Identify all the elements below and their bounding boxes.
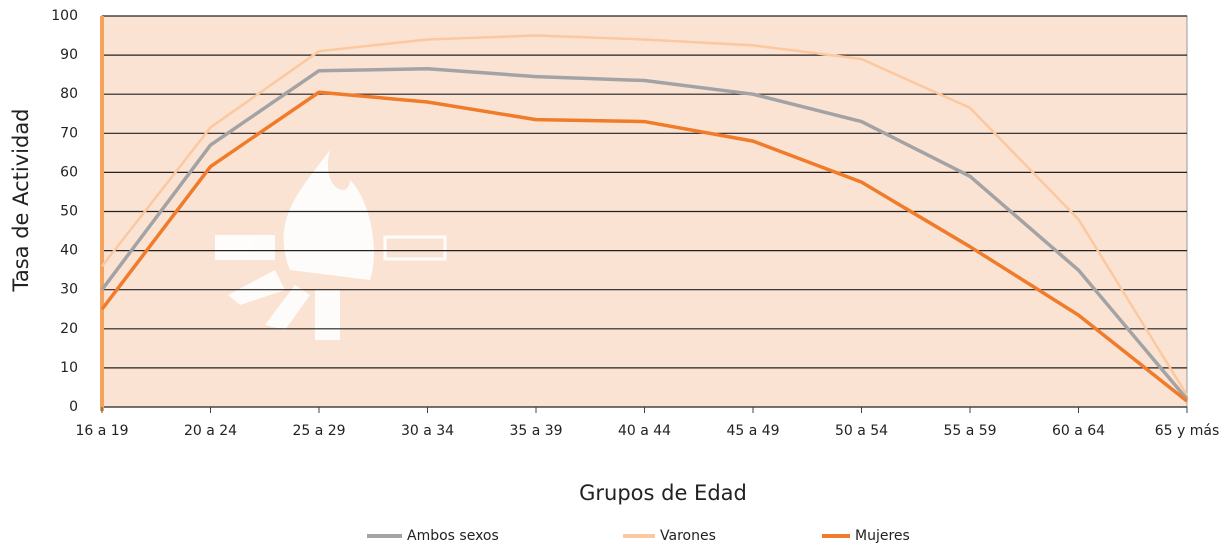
x-axis-title: Grupos de Edad xyxy=(579,481,747,505)
y-tick-label: 80 xyxy=(60,86,78,102)
x-tick-label: 35 a 39 xyxy=(509,423,562,439)
y-tick-label: 20 xyxy=(60,321,78,337)
y-axis-title: Tasa de Actividad xyxy=(9,108,33,292)
x-tick-label: 40 a 44 xyxy=(618,423,671,439)
y-tick-label: 70 xyxy=(60,125,78,141)
x-tick-label: 45 a 49 xyxy=(726,423,779,439)
y-tick-label: 60 xyxy=(60,164,78,180)
watermark xyxy=(215,150,447,340)
y-tick-label: 0 xyxy=(69,399,78,415)
series-line xyxy=(100,67,1189,401)
x-tick-label: 25 a 29 xyxy=(292,423,345,439)
y-tick-label: 30 xyxy=(60,282,78,298)
x-tick-label: 16 a 19 xyxy=(75,423,128,439)
x-tick-label: 50 a 54 xyxy=(835,423,888,439)
y-tick-label: 90 xyxy=(60,47,78,63)
series-line xyxy=(100,90,1189,403)
legend-label: Varones xyxy=(660,528,716,544)
y-tick-label: 100 xyxy=(51,8,78,24)
y-tick-label: 10 xyxy=(60,360,78,376)
legend-label: Ambos sexos xyxy=(407,528,499,544)
x-tick-label: 60 a 64 xyxy=(1052,423,1105,439)
x-tick-label: 65 y más xyxy=(1155,423,1220,439)
x-tick-label: 20 a 24 xyxy=(184,423,237,439)
series-line xyxy=(101,34,1189,396)
y-tick-label: 40 xyxy=(60,243,78,259)
x-tick-label: 30 a 34 xyxy=(401,423,454,439)
y-tick-label: 50 xyxy=(60,204,78,220)
x-tick-label: 55 a 59 xyxy=(943,423,996,439)
legend-label: Mujeres xyxy=(855,528,910,544)
